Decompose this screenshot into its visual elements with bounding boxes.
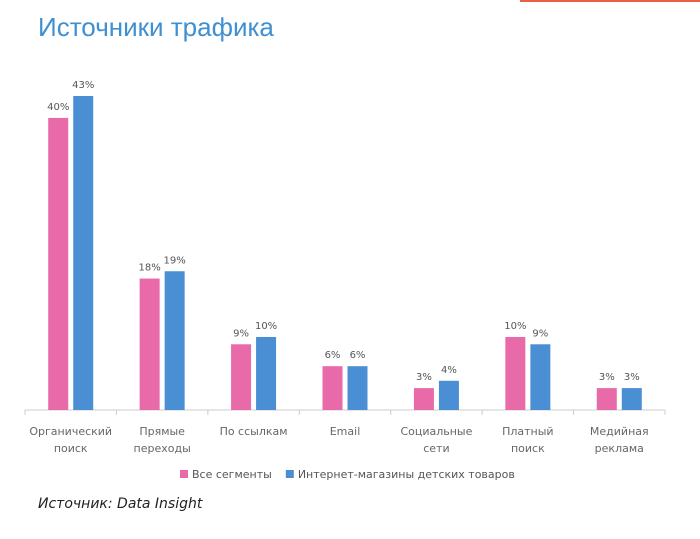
data-label: 3% xyxy=(624,372,640,383)
data-label: 10% xyxy=(255,321,277,332)
data-label: 40% xyxy=(47,102,69,113)
bar xyxy=(256,336,277,410)
bar xyxy=(413,388,434,410)
data-label: 18% xyxy=(139,263,161,274)
bar xyxy=(596,388,617,410)
data-label: 6% xyxy=(325,350,341,361)
bar xyxy=(48,117,69,410)
data-label: 10% xyxy=(504,321,526,332)
bar xyxy=(322,366,343,410)
source-note: Источник: Data Insight xyxy=(38,496,203,512)
x-tick-label: Медийная реклама xyxy=(589,425,649,455)
x-tick-label: Органический поиск xyxy=(29,425,113,455)
data-label: 9% xyxy=(233,328,249,339)
data-label: 19% xyxy=(164,255,186,266)
legend-swatch xyxy=(180,470,188,478)
bar xyxy=(347,366,368,410)
bar xyxy=(621,388,642,410)
data-label: 3% xyxy=(599,372,615,383)
legend-label: Все сегменты xyxy=(192,468,272,481)
bar xyxy=(231,344,252,410)
bar xyxy=(139,278,160,410)
bar xyxy=(73,96,94,410)
x-tick-label: Социальные сети xyxy=(400,425,473,455)
data-label: 6% xyxy=(350,350,366,361)
bar xyxy=(438,380,459,410)
x-tick-label: Платный поиск xyxy=(502,425,554,455)
bar xyxy=(530,344,551,410)
data-label: 43% xyxy=(72,80,94,91)
x-tick-label: По ссылкам xyxy=(219,425,288,438)
bar xyxy=(505,336,526,410)
legend-swatch xyxy=(285,470,294,478)
data-label: 4% xyxy=(441,365,457,376)
data-label: 3% xyxy=(416,372,432,383)
bar xyxy=(164,271,185,410)
x-tick-label: Email xyxy=(329,425,361,438)
chart-title: Источники трафика xyxy=(38,12,274,42)
x-tick-label: Прямые переходы xyxy=(133,425,191,455)
data-label: 9% xyxy=(532,328,548,339)
legend-label: Интернет-магазины детских товаров xyxy=(298,468,515,481)
